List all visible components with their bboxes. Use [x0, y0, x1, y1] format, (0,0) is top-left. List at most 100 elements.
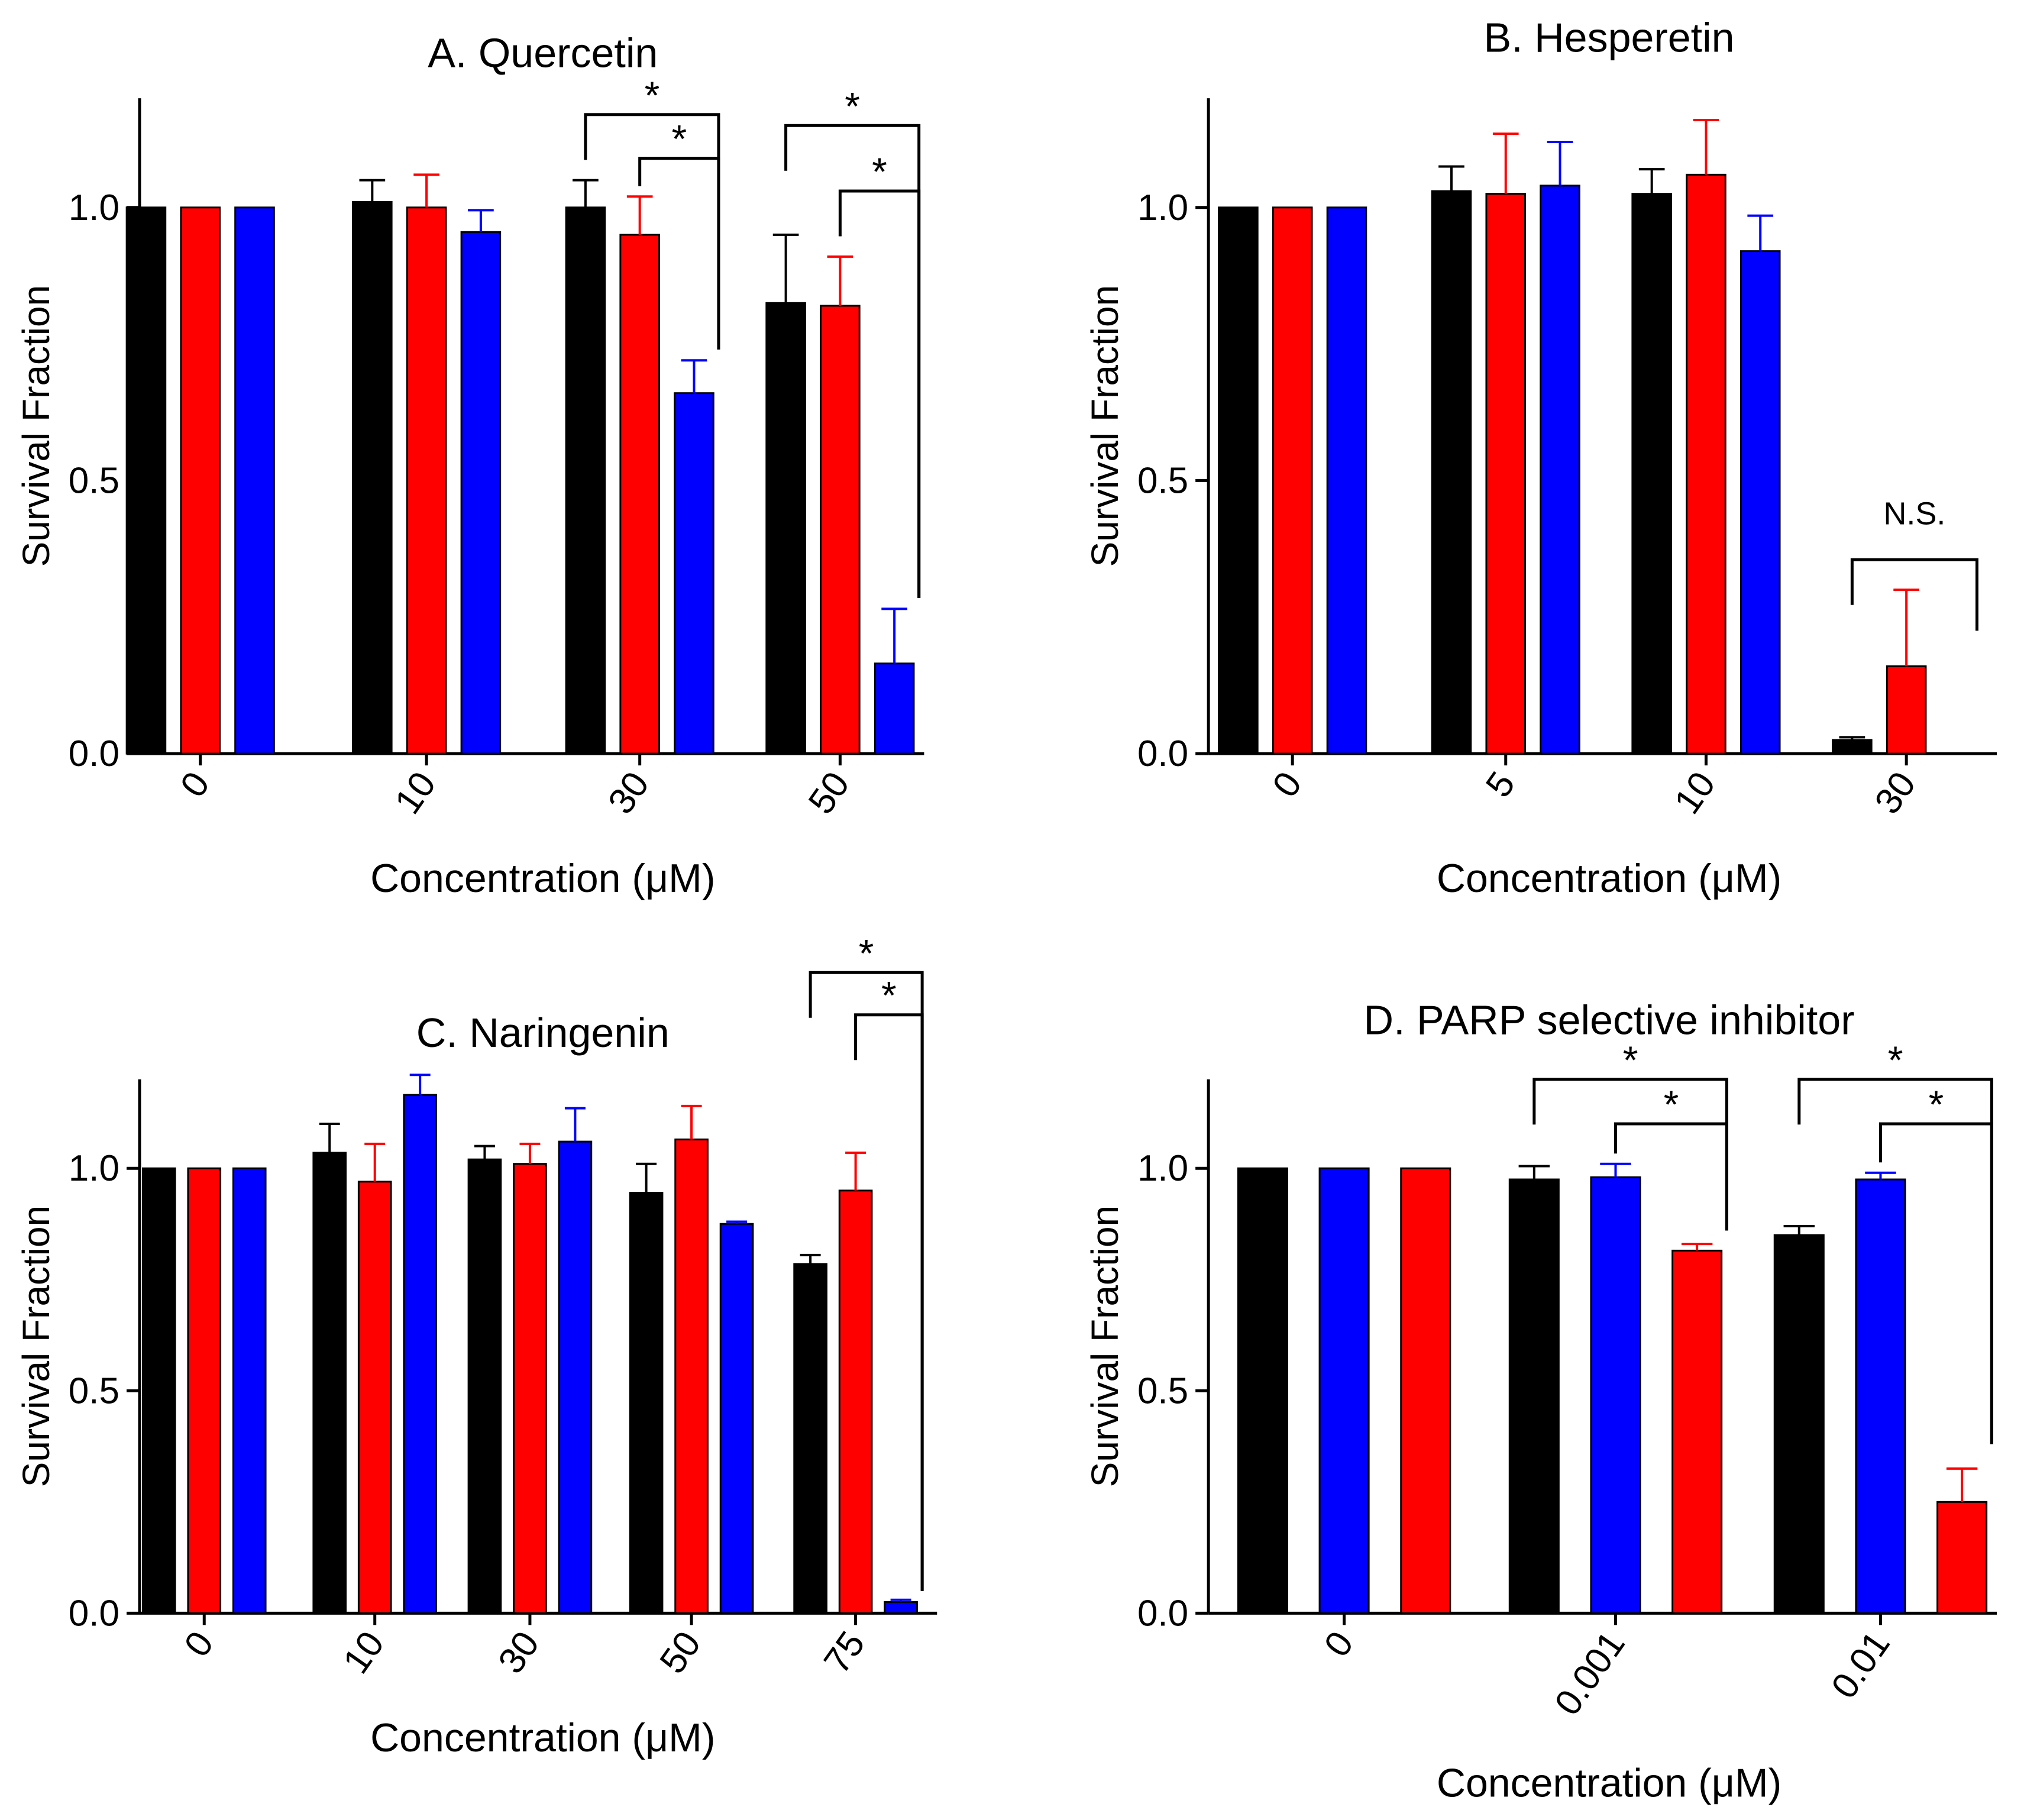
- bar-black-75: [793, 1263, 827, 1614]
- panel-b: B. Hesperetin 0.0 0.5 1.0 Survival Fraction C…: [1084, 14, 1997, 901]
- bar-black-0: [141, 1167, 176, 1614]
- y-axis-label: Survival Fraction: [1084, 285, 1126, 567]
- y-tick-label: 0.0: [69, 733, 119, 774]
- bar-black-0: [1237, 1167, 1288, 1614]
- bar-black-5: [1431, 190, 1472, 755]
- y-axis-label: Survival Fraction: [15, 285, 57, 567]
- y-tick-label: 0.5: [69, 460, 119, 501]
- bar-blue-5: [1540, 185, 1580, 755]
- x-tick-label: 0: [176, 1624, 221, 1664]
- significance-bracket: [1878, 1122, 1993, 1444]
- x-tick-label: 30: [1867, 765, 1924, 822]
- bar-blue-30: [674, 392, 714, 755]
- chart-title: D. PARP selective inhibitor: [1364, 997, 1855, 1043]
- y-tick-label: 0.0: [1137, 1593, 1188, 1634]
- significance-label: *: [1664, 1082, 1679, 1126]
- bar-blue-0: [234, 206, 275, 755]
- bar-red-0.001: [1671, 1249, 1723, 1614]
- y-tick-label: 0.5: [1137, 460, 1188, 501]
- x-tick-label: 50: [652, 1624, 709, 1681]
- bar-blue-50: [719, 1223, 754, 1614]
- bar-blue-30: [558, 1140, 593, 1614]
- bar-blue-10: [1740, 250, 1781, 755]
- bar-red-0: [187, 1167, 222, 1614]
- bar-red-75: [838, 1189, 873, 1614]
- y-tick-label: 1.0: [1137, 1148, 1188, 1189]
- y-tick-label: 1.0: [1137, 188, 1188, 228]
- x-tick-label: 0.01: [1823, 1624, 1898, 1706]
- bar-blue-0: [1318, 1167, 1370, 1614]
- bar-blue-0.001: [1590, 1176, 1641, 1614]
- bar-black-10: [1631, 193, 1672, 755]
- significance-label: *: [1929, 1082, 1944, 1126]
- bar-black-0.001: [1508, 1178, 1560, 1614]
- significance-bracket: [854, 1013, 924, 1591]
- significance-label: *: [859, 931, 874, 975]
- bar-red-0: [180, 206, 221, 755]
- x-tick-label: 30: [600, 765, 657, 822]
- chart-title: A. Quercetin: [428, 30, 658, 76]
- x-tick-label: 30: [490, 1624, 547, 1681]
- bar-black-0: [125, 206, 167, 755]
- bar-black-10: [312, 1152, 347, 1614]
- x-tick-label: 0: [1265, 765, 1310, 805]
- y-tick-label: 0.5: [69, 1370, 119, 1411]
- bar-red-50: [674, 1138, 709, 1614]
- chart-title: B. Hesperetin: [1484, 14, 1735, 60]
- significance-label: *: [1888, 1038, 1903, 1082]
- y-tick-label: 0.0: [1137, 733, 1188, 774]
- significance-bracket: [1850, 558, 1978, 631]
- bar-black-30: [467, 1158, 502, 1614]
- significance-label: *: [1623, 1038, 1638, 1082]
- bar-black-30: [565, 206, 606, 755]
- x-tick-label: 10: [1667, 765, 1724, 822]
- panel-d: D. PARP selective inhibitor 0.0 0.5 1.0 Surv…: [1084, 997, 1997, 1806]
- bar-red-30: [1886, 665, 1927, 755]
- bar-blue-75: [884, 1601, 918, 1614]
- significance-bracket: [1614, 1122, 1728, 1231]
- bar-red-10: [357, 1181, 392, 1614]
- x-tick-label: 10: [387, 765, 444, 822]
- bar-blue-0: [232, 1167, 267, 1614]
- x-tick-label: 75: [816, 1624, 873, 1681]
- bar-red-0.01: [1936, 1501, 1988, 1614]
- significance-bracket: [838, 189, 921, 598]
- y-tick-label: 0.5: [1137, 1370, 1188, 1411]
- bar-blue-10: [403, 1094, 437, 1614]
- panel-a: A. Quercetin 0.0 0.5 1.0 Survival Fraction Co…: [15, 30, 924, 901]
- bar-blue-50: [874, 662, 915, 755]
- x-axis-label: Concentration (μM): [1437, 856, 1781, 901]
- x-tick-label: 0.001: [1547, 1624, 1633, 1723]
- bar-black-30: [1832, 739, 1873, 755]
- bar-red-30: [619, 234, 660, 755]
- bar-blue-0: [1326, 206, 1367, 755]
- x-tick-label: 50: [801, 765, 858, 822]
- x-tick-label: 0: [173, 765, 218, 805]
- significance-label: *: [645, 73, 660, 117]
- bar-red-0: [1272, 206, 1313, 755]
- y-tick-label: 1.0: [69, 188, 119, 228]
- significance-label: *: [872, 150, 887, 193]
- x-tick-label: 5: [1478, 765, 1523, 805]
- bar-red-30: [513, 1163, 547, 1614]
- y-axis-label: Survival Fraction: [15, 1205, 57, 1488]
- x-axis-label: Concentration (μM): [370, 1715, 715, 1760]
- significance-label: *: [671, 117, 687, 161]
- y-tick-label: 0.0: [69, 1593, 119, 1634]
- significance-label: *: [881, 974, 897, 1017]
- chart-title: C. Naringenin: [416, 1010, 670, 1056]
- x-tick-label: 0: [1317, 1624, 1362, 1664]
- bar-blue-0.01: [1855, 1178, 1906, 1614]
- bar-blue-10: [460, 231, 502, 755]
- y-axis-label: Survival Fraction: [1084, 1205, 1126, 1488]
- significance-bracket: [638, 157, 720, 350]
- bar-black-0: [1218, 206, 1259, 755]
- x-axis-label: Concentration (μM): [370, 856, 715, 901]
- bar-red-5: [1485, 193, 1527, 755]
- x-axis-label: Concentration (μM): [1437, 1761, 1781, 1806]
- y-tick-label: 1.0: [69, 1148, 119, 1189]
- bar-red-10: [1686, 173, 1726, 755]
- panel-c: C. Naringenin 0.0 0.5 1.0 Survival Fraction C…: [15, 931, 937, 1760]
- bar-black-50: [629, 1192, 664, 1614]
